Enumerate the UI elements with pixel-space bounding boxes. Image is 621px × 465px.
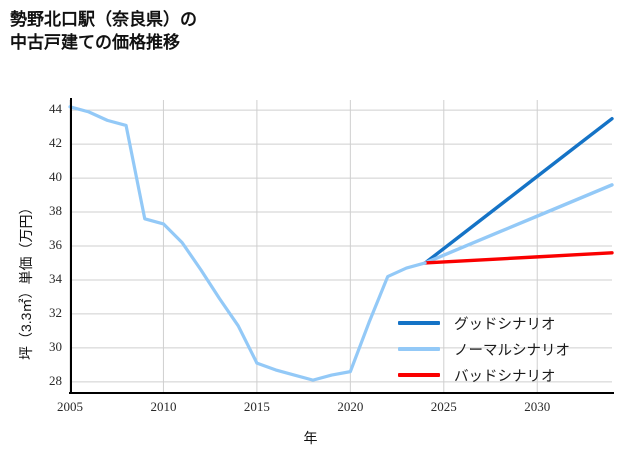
y-tick-label: 42 bbox=[49, 135, 62, 151]
x-tick-label: 2005 bbox=[57, 399, 83, 414]
y-axis-title: 坪（3.3㎡）単価（万円） bbox=[18, 200, 34, 360]
legend-item[interactable]: グッドシナリオ bbox=[398, 310, 603, 336]
legend-label: グッドシナリオ bbox=[454, 316, 556, 333]
series-line bbox=[423, 251, 614, 265]
legend-label: バッドシナリオ bbox=[454, 368, 556, 385]
series-line bbox=[423, 116, 614, 265]
legend-swatch bbox=[398, 347, 440, 351]
legend-label: ノーマルシナリオ bbox=[454, 342, 570, 359]
legend-item[interactable]: バッドシナリオ bbox=[398, 362, 603, 388]
y-tick-label: 32 bbox=[49, 304, 62, 320]
plot-area bbox=[68, 100, 614, 392]
legend-swatch bbox=[398, 373, 440, 377]
legend-item[interactable]: ノーマルシナリオ bbox=[398, 336, 603, 362]
y-tick-label: 44 bbox=[49, 101, 62, 117]
x-tick-label: 2010 bbox=[150, 399, 177, 414]
legend-swatch bbox=[398, 321, 440, 325]
y-tick-label: 36 bbox=[49, 237, 62, 252]
page-title: 勢野北口駅（奈良県）の 中古戸建ての価格推移 bbox=[10, 10, 197, 53]
x-tick-label: 2020 bbox=[337, 399, 364, 414]
y-tick-label: 28 bbox=[49, 372, 62, 388]
x-tick-label: 2025 bbox=[430, 399, 457, 414]
x-axis-title: 年 bbox=[303, 430, 318, 446]
y-tick-label: 34 bbox=[49, 270, 62, 286]
y-axis-spine bbox=[70, 98, 72, 394]
chart-legend: グッドシナリオ ノーマルシナリオ バッドシナリオ bbox=[398, 310, 603, 388]
series-line bbox=[68, 105, 427, 382]
x-axis-spine bbox=[69, 392, 614, 394]
gridlines bbox=[69, 100, 612, 392]
series-lines bbox=[68, 105, 614, 382]
y-tick-label: 30 bbox=[49, 338, 62, 354]
x-tick-label: 2015 bbox=[243, 399, 270, 414]
y-tick-label: 38 bbox=[49, 203, 62, 219]
x-tick-label: 2030 bbox=[524, 399, 551, 414]
y-tick-label: 40 bbox=[49, 169, 62, 185]
series-line bbox=[423, 183, 614, 265]
